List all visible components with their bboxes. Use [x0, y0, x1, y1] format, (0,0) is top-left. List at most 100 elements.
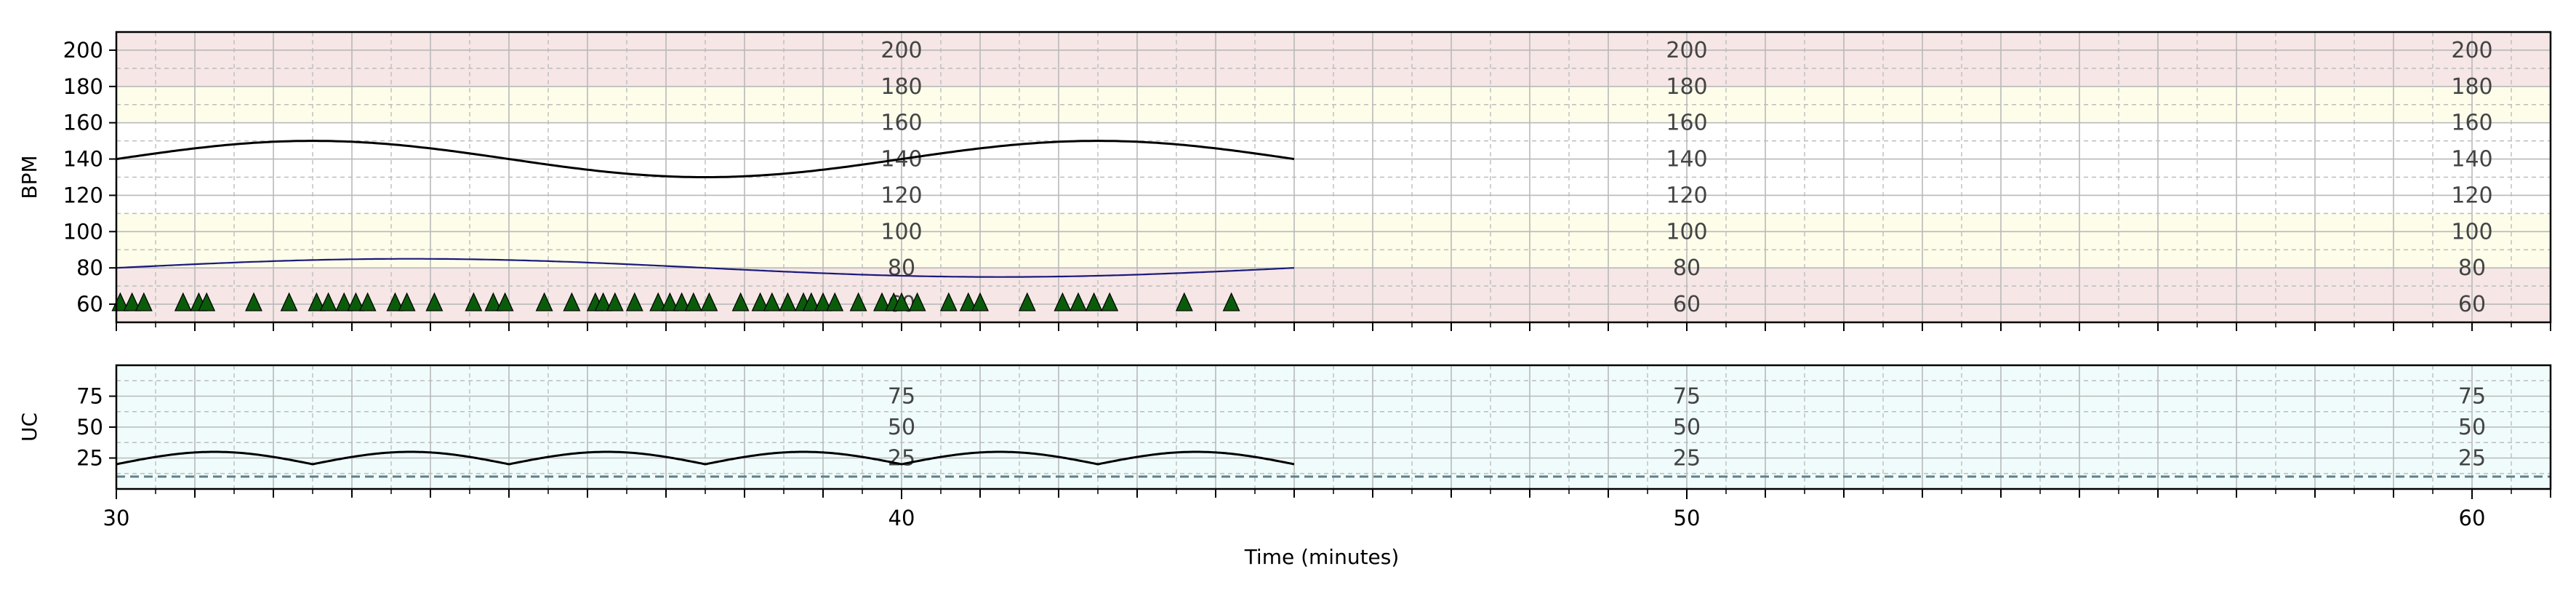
x-axis-label: Time (minutes): [1244, 545, 1400, 569]
fhr-event-marker: [1101, 292, 1119, 311]
fhr-event-marker: [1175, 292, 1193, 311]
uc-inline-label: 25: [2458, 446, 2486, 471]
fhr-inline-label: 80: [1673, 255, 1701, 281]
fhr-event-marker: [308, 292, 326, 311]
fhr-inline-label: 120: [2451, 183, 2492, 208]
fhr-event-marker: [814, 292, 832, 311]
fhr-y-axis: 60 80 100 120 140 160 180 200: [63, 38, 116, 317]
fhr-event-marker: [1018, 292, 1036, 311]
fhr-inline-label: 200: [2451, 38, 2492, 63]
fhr-event-marker: [319, 292, 337, 311]
fhr-event-marker: [779, 292, 797, 311]
fhr-event-marker: [826, 292, 844, 311]
fhr-event-marker: [700, 292, 718, 311]
fhr-event-marker: [123, 292, 141, 311]
uc-panel: 75 50 25 75 50 25 75 50 25 25 50 75 30 40 50 60 UC Ti…: [17, 364, 2552, 569]
fhr-event-marker: [873, 292, 891, 311]
fhr-line-series-1: [116, 258, 1295, 278]
fhr-event-marker: [563, 292, 581, 311]
fhr-event-marker: [245, 292, 262, 311]
uc-y-axis: 25 50 75: [76, 384, 116, 471]
uc-inline-label: 50: [2458, 415, 2486, 440]
fhr-ytick-label: 60: [76, 292, 103, 317]
uc-inline-label: 25: [888, 446, 915, 471]
fhr-inline-label: 120: [880, 183, 922, 208]
fhr-inline-label: 180: [2451, 74, 2492, 100]
fhr-ytick-label: 200: [63, 38, 103, 63]
fhr-event-marker: [465, 292, 483, 311]
fhr-event-marker: [731, 292, 750, 311]
fhr-event-marker: [347, 292, 365, 311]
fhr-event-marker: [673, 292, 691, 311]
fhr-panel: 200 180 160 140 120 100 80 60 200 180 160 140 120 100…: [17, 31, 2552, 331]
fhr-event-marker: [1085, 292, 1103, 311]
fhr-event-marker: [849, 292, 867, 311]
fhr-inline-label: 200: [880, 38, 922, 63]
fhr-event-marker: [358, 292, 377, 311]
fhr-event-marker: [280, 292, 298, 311]
uc-inline-label: 75: [2458, 384, 2486, 410]
fhr-inline-label: 120: [1666, 183, 1707, 208]
uc-ytick-label: 50: [76, 415, 103, 439]
x-tick-label: 40: [888, 506, 915, 530]
fhr-series: [116, 140, 1295, 278]
fhr-inline-label: 140: [2451, 147, 2492, 172]
uc-ytick-label: 75: [76, 384, 103, 409]
fhr-event-marker: [763, 292, 781, 311]
fhr-inline-label: 100: [1666, 219, 1707, 244]
fhr-ytick-label: 80: [76, 255, 103, 280]
fhr-event-marker: [908, 292, 926, 311]
fhr-event-marker: [1222, 292, 1240, 311]
fhr-event-marker: [971, 292, 989, 311]
uc-line-series-0: [116, 450, 1295, 466]
fhr-event-marker: [386, 292, 404, 311]
fhr-event-marker: [959, 292, 977, 311]
fhr-event-marker: [496, 292, 514, 311]
fhr-event-marker: [684, 292, 702, 311]
fhr-ytick-label: 180: [63, 74, 103, 99]
fhr-event-markers: [111, 292, 1240, 311]
fhr-event-marker: [594, 292, 612, 311]
fhr-event-marker: [649, 292, 667, 311]
fhr-inline-label: 160: [2451, 111, 2492, 136]
uc-inline-label: 50: [1673, 415, 1701, 440]
uc-inline-label: 25: [1673, 446, 1701, 471]
fhr-inline-label: 160: [1666, 111, 1707, 136]
uc-inline-label: 50: [888, 415, 915, 440]
fhr-inline-label: 60: [2458, 292, 2486, 317]
uc-ytick-label: 25: [76, 446, 103, 471]
x-tick-label: 60: [2459, 506, 2486, 530]
uc-inline-label: 75: [888, 384, 915, 410]
fhr-event-marker: [893, 292, 910, 311]
fhr-inline-labels: 200 180 160 140 120 100 80 60 200 180 160 140 120 100…: [880, 38, 2492, 317]
x-tick-label: 50: [1674, 506, 1701, 530]
fhr-event-marker: [625, 292, 643, 311]
fhr-inline-label: 100: [880, 219, 922, 244]
fhr-event-marker: [335, 292, 353, 311]
fhr-ytick-label: 140: [63, 147, 103, 172]
fhr-event-marker: [398, 292, 416, 311]
fhr-inline-label: 100: [2451, 219, 2492, 244]
fhr-event-marker: [135, 292, 153, 311]
fhr-inline-label: 180: [1666, 74, 1707, 100]
fhr-inline-label: 140: [1666, 147, 1707, 172]
fhr-event-marker: [1054, 292, 1072, 311]
fhr-event-marker: [802, 292, 820, 311]
fhr-inline-label: 160: [880, 111, 922, 136]
uc-inline-labels: 75 50 25 75 50 25 75 50 25: [888, 384, 2486, 471]
fhr-event-marker: [174, 292, 192, 311]
fhr-inline-label: 180: [880, 74, 922, 100]
fhr-x-ticks: [116, 322, 2551, 331]
fhr-inline-label: 80: [888, 255, 915, 281]
uc-series: [116, 450, 1295, 466]
fhr-event-marker: [425, 292, 444, 311]
fhr-event-marker: [661, 292, 679, 311]
uc-x-axis: 30 40 50 60: [103, 489, 2551, 530]
x-tick-label: 30: [103, 506, 130, 530]
fhr-inline-label: 200: [1666, 38, 1707, 63]
fhr-ylabel: BPM: [17, 155, 41, 199]
fhr-event-marker: [535, 292, 553, 311]
fhr-event-marker: [484, 292, 502, 311]
fhr-event-marker: [751, 292, 769, 311]
